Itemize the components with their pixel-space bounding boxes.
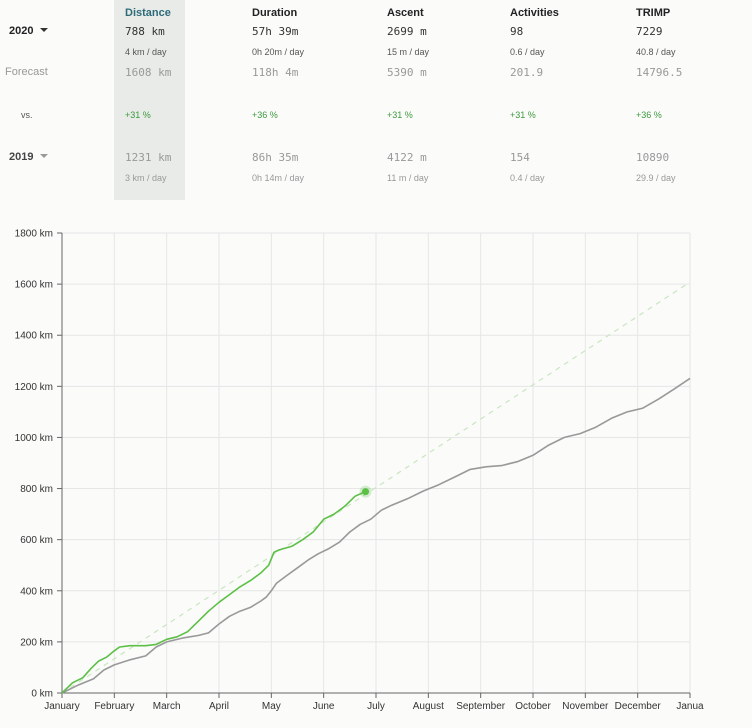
x-tick-label: January: [44, 701, 80, 712]
stats-table: 2020 Forecast vs. 2019 Distance 788 km 4…: [0, 0, 752, 205]
y-tick-label: 600 km: [20, 535, 53, 546]
duration-value: 57h 39m: [252, 25, 299, 38]
current-year-selector[interactable]: 2020: [9, 25, 49, 37]
activities-prev-per-day: 0.4 / day: [510, 173, 545, 183]
activities-value: 98: [510, 25, 524, 38]
y-tick-label: 400 km: [20, 586, 53, 597]
x-tick-label: March: [153, 701, 181, 712]
caret-down-icon: [40, 28, 49, 32]
ascent-prev-value: 4122 m: [387, 151, 427, 164]
vs-row-label: vs.: [21, 110, 33, 120]
x-tick-label: April: [209, 701, 229, 712]
previous-year-selector[interactable]: 2019: [9, 151, 49, 163]
end-marker-year-2020: [362, 488, 370, 496]
duration-prev-per-day: 0h 14m / day: [252, 173, 305, 183]
x-tick-label: February: [94, 701, 134, 712]
series-line-year-2019: [61, 377, 691, 694]
duration-per-day: 0h 20m / day: [252, 47, 305, 57]
y-tick-label: 1000 km: [15, 433, 53, 444]
chart-axes: [57, 232, 691, 698]
chart-tick-labels: 0 km 200 km 400 km 600 km 800 km 1000 km 1200 …: [15, 229, 704, 713]
trimp-forecast: 14796.5: [636, 66, 683, 79]
ascent-per-day: 15 m / day: [387, 47, 430, 57]
current-year-label: 2020: [9, 25, 34, 37]
forecast-row-label: Forecast: [5, 66, 48, 78]
x-tick-label: September: [456, 701, 506, 712]
chart-series: [61, 281, 691, 694]
trimp-vs: +36 %: [636, 110, 662, 120]
y-tick-label: 1600 km: [15, 280, 53, 291]
distance-forecast: 1608 km: [125, 66, 172, 79]
column-header-activities[interactable]: Activities: [510, 7, 559, 19]
x-tick-label: May: [262, 701, 281, 712]
cumulative-distance-chart[interactable]: 0 km 200 km 400 km 600 km 800 km 1000 km 1200 …: [0, 205, 752, 728]
activities-vs: +31 %: [510, 110, 536, 120]
trimp-prev-value: 10890: [636, 151, 670, 164]
distance-per-day: 4 km / day: [125, 47, 167, 57]
ascent-prev-per-day: 11 m / day: [387, 173, 429, 183]
previous-year-label: 2019: [9, 151, 34, 163]
x-tick-label: Janua: [676, 701, 704, 712]
caret-down-icon: [40, 154, 49, 158]
column-header-trimp[interactable]: TRIMP: [636, 7, 671, 19]
column-header-distance[interactable]: Distance: [125, 7, 171, 19]
activities-per-day: 0.6 / day: [510, 47, 545, 57]
x-tick-label: June: [313, 701, 335, 712]
y-tick-label: 1800 km: [15, 229, 53, 240]
activities-prev-value: 154: [510, 151, 530, 164]
trimp-value: 7229: [636, 25, 663, 38]
duration-prev-value: 86h 35m: [252, 151, 299, 164]
active-column-highlight: [114, 0, 185, 200]
duration-forecast: 118h 4m: [252, 66, 299, 79]
x-tick-label: December: [615, 701, 662, 712]
x-tick-label: November: [562, 701, 609, 712]
y-tick-label: 800 km: [20, 484, 53, 495]
series-line-year-2020: [61, 490, 366, 694]
y-tick-label: 0 km: [31, 689, 53, 700]
ascent-vs: +31 %: [387, 110, 413, 120]
trimp-per-day: 40.8 / day: [636, 47, 676, 57]
trimp-prev-per-day: 29.9 / day: [636, 173, 676, 183]
y-tick-label: 200 km: [20, 637, 53, 648]
column-header-ascent[interactable]: Ascent: [387, 7, 424, 19]
column-header-duration[interactable]: Duration: [252, 7, 298, 19]
x-tick-label: August: [413, 701, 444, 712]
y-tick-label: 1200 km: [15, 382, 53, 393]
distance-value: 788 km: [125, 25, 165, 38]
y-tick-label: 1400 km: [15, 331, 53, 342]
ascent-value: 2699 m: [387, 25, 427, 38]
chart-grid: [62, 232, 691, 694]
ascent-forecast: 5390 m: [387, 66, 427, 79]
x-tick-label: October: [515, 701, 551, 712]
x-tick-label: July: [367, 701, 385, 712]
distance-prev-value: 1231 km: [125, 151, 172, 164]
distance-vs: +31 %: [125, 110, 151, 120]
duration-vs: +36 %: [252, 110, 278, 120]
distance-prev-per-day: 3 km / day: [125, 173, 167, 183]
activities-forecast: 201.9: [510, 66, 544, 79]
